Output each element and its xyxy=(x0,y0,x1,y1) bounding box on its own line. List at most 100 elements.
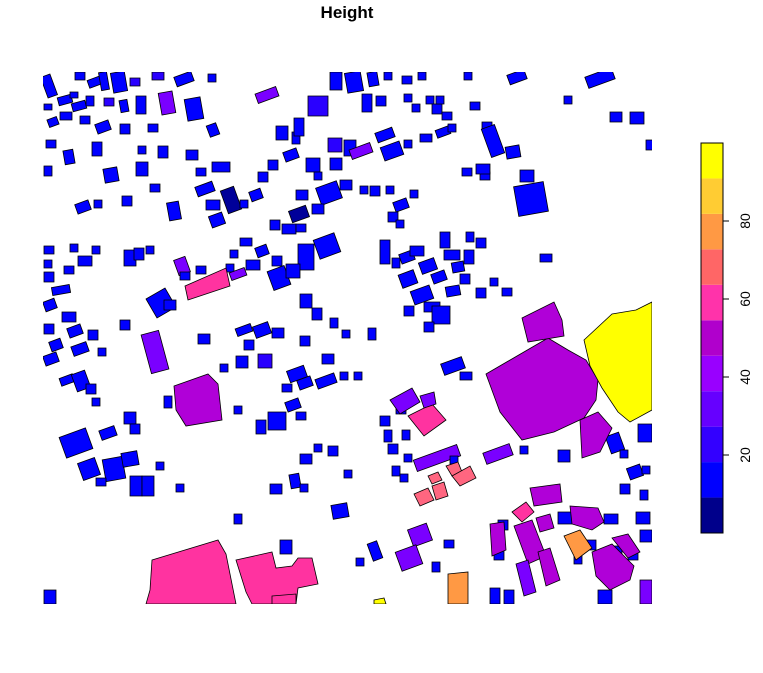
building xyxy=(97,347,107,357)
building xyxy=(120,450,140,468)
building xyxy=(58,427,94,459)
building xyxy=(394,544,424,572)
building xyxy=(133,247,145,261)
building xyxy=(506,72,528,86)
building xyxy=(70,99,88,113)
building xyxy=(269,219,281,231)
building xyxy=(173,255,191,277)
building xyxy=(341,329,351,339)
building xyxy=(79,115,91,125)
building xyxy=(330,502,350,520)
building xyxy=(645,139,652,151)
building xyxy=(225,263,235,273)
legend-tick-label: 80 xyxy=(737,213,753,229)
building xyxy=(207,73,217,83)
building xyxy=(501,287,513,297)
building xyxy=(157,90,177,116)
building xyxy=(603,513,619,525)
building xyxy=(85,383,97,395)
building xyxy=(56,93,74,107)
building xyxy=(269,483,283,495)
building xyxy=(69,243,79,253)
building xyxy=(151,72,165,81)
building xyxy=(207,211,227,229)
building xyxy=(163,395,173,409)
building xyxy=(91,141,103,157)
building xyxy=(43,103,53,111)
building xyxy=(431,561,441,573)
building xyxy=(281,223,297,235)
building xyxy=(101,455,127,483)
building xyxy=(409,245,425,257)
building xyxy=(129,475,143,497)
building xyxy=(118,98,130,114)
building-large xyxy=(485,337,599,441)
building-large xyxy=(529,483,563,507)
building xyxy=(233,405,243,415)
building xyxy=(450,260,466,274)
building xyxy=(121,195,133,207)
building xyxy=(313,443,323,453)
building xyxy=(135,161,149,177)
building xyxy=(205,122,221,138)
building xyxy=(503,589,515,604)
building xyxy=(403,453,413,463)
building xyxy=(157,145,169,159)
building-large xyxy=(427,471,443,485)
building xyxy=(123,249,137,267)
building xyxy=(43,589,57,604)
building xyxy=(87,329,99,341)
legend-color-swatch xyxy=(701,426,723,463)
building xyxy=(366,540,384,562)
color-legend: 20 40 60 80 xyxy=(700,142,753,534)
building xyxy=(366,72,380,88)
building xyxy=(635,511,651,525)
building xyxy=(155,461,165,471)
building xyxy=(447,123,457,133)
building xyxy=(149,183,161,193)
building-large xyxy=(515,559,537,597)
building-large xyxy=(431,481,449,501)
building xyxy=(295,223,307,233)
building xyxy=(385,185,395,195)
legend-color-swatch xyxy=(701,178,723,214)
building xyxy=(43,165,53,177)
building xyxy=(383,72,393,81)
building xyxy=(392,197,410,213)
building xyxy=(329,72,343,91)
building xyxy=(233,513,243,525)
building xyxy=(387,443,399,455)
building-large xyxy=(579,411,613,459)
building xyxy=(311,307,323,321)
legend-color-swatch xyxy=(701,462,723,498)
building xyxy=(403,305,415,317)
building xyxy=(435,95,445,105)
building xyxy=(74,72,86,81)
building xyxy=(140,329,170,375)
building xyxy=(59,111,73,121)
building xyxy=(609,111,623,123)
building xyxy=(475,287,487,299)
building xyxy=(463,72,473,81)
building xyxy=(63,265,75,275)
building xyxy=(229,249,239,259)
building-large xyxy=(235,551,319,604)
building xyxy=(94,119,112,135)
building xyxy=(641,465,651,475)
building xyxy=(267,159,279,171)
building xyxy=(239,199,249,209)
map-title: Height xyxy=(320,3,374,22)
building xyxy=(43,351,60,367)
building xyxy=(411,103,421,113)
building xyxy=(637,423,652,443)
building xyxy=(137,145,147,155)
building xyxy=(439,231,451,249)
building xyxy=(397,269,419,289)
building xyxy=(395,219,405,229)
building xyxy=(257,353,273,369)
building xyxy=(489,277,499,287)
building xyxy=(285,263,301,279)
building xyxy=(95,477,107,487)
building xyxy=(103,97,115,107)
